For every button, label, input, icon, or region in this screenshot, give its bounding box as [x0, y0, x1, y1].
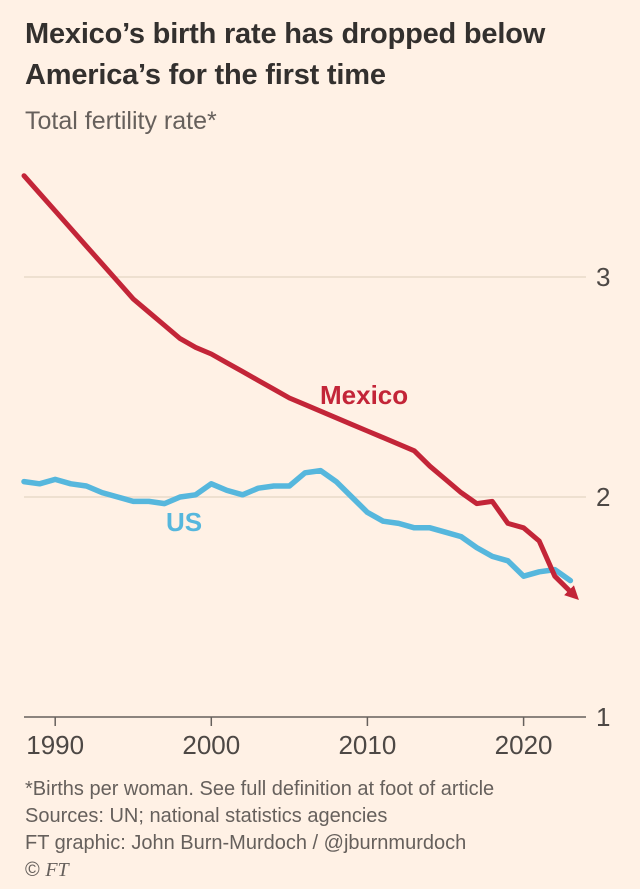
- x-axis-ticks-group: 1990 2000 2010 2020: [26, 717, 553, 760]
- mexico-series-label: Mexico: [320, 380, 408, 410]
- credit-text: FT graphic: John Burn-Murdoch / @jburnmu…: [25, 832, 467, 854]
- copyright-symbol: ©: [25, 859, 40, 881]
- y-tick-label: 1: [596, 702, 610, 732]
- gridlines-group: [24, 276, 586, 498]
- chart-footer: *Births per woman. See full definition a…: [25, 776, 615, 884]
- us-series-label: US: [166, 507, 202, 537]
- x-tick-label: 2020: [495, 730, 553, 760]
- y-tick-label: 2: [596, 482, 610, 512]
- series-line-mexico: [21, 173, 579, 601]
- copyright-text: © FT: [25, 857, 615, 884]
- y-tick-label: 3: [596, 262, 610, 292]
- footnote-text: *Births per woman. See full definition a…: [25, 778, 495, 800]
- series-line-us: [21, 467, 574, 584]
- sources-text: Sources: UN; national statistics agencie…: [25, 805, 388, 827]
- chart-area: 1990 2000 2010 2020 3 2 1 Mexico US: [0, 150, 640, 770]
- series-lines-group: [21, 173, 579, 601]
- y-axis-labels-group: 3 2 1: [596, 262, 610, 732]
- x-tick-label: 2000: [182, 730, 240, 760]
- fertility-line-chart: 1990 2000 2010 2020 3 2 1 Mexico US: [21, 173, 610, 760]
- ft-logo-text: FT: [45, 859, 69, 881]
- x-tick-label: 1990: [26, 730, 84, 760]
- chart-subtitle: Total fertility rate*: [25, 107, 217, 135]
- chart-title: Mexico’s birth rate has dropped below Am…: [25, 18, 546, 91]
- x-tick-label: 2010: [338, 730, 396, 760]
